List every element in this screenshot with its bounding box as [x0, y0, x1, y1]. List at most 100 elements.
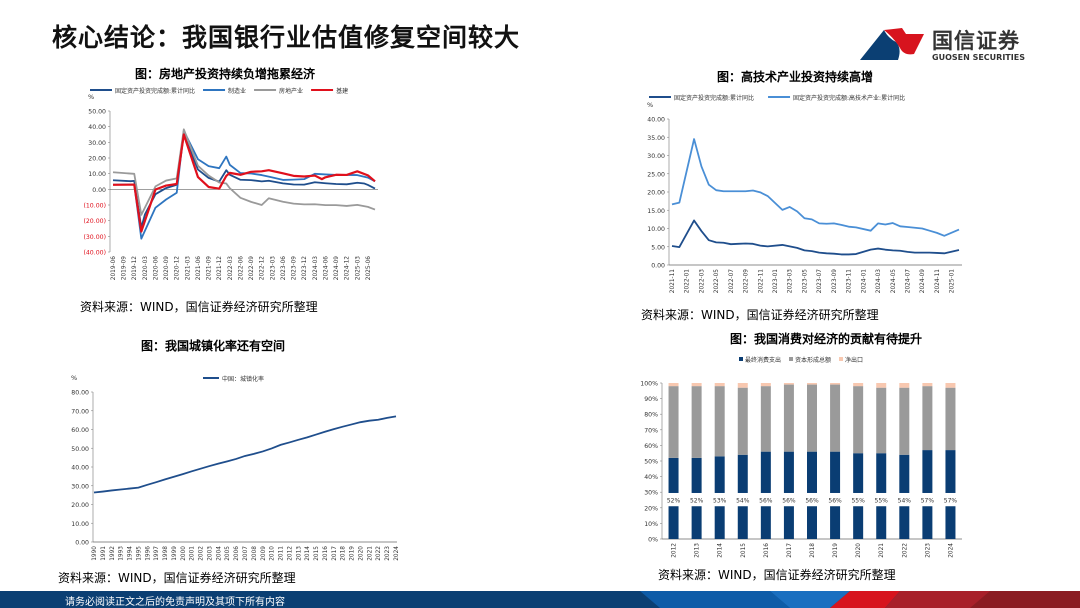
- chart1-ytick-label: (10.00): [83, 203, 106, 210]
- chart4-data-label-bg: [688, 492, 705, 507]
- chart4-data-label: 52%: [667, 497, 681, 504]
- chart2-xtick-label: 2025-01: [950, 269, 956, 294]
- chart2-ytick-label: 0.00: [651, 263, 665, 270]
- chart4-data-label-bg: [711, 492, 728, 507]
- chart4-bar-资本形成总额: [853, 386, 864, 454]
- chart2-xtick-label: 2023-11: [847, 269, 853, 294]
- chart4-bar-净出口: [899, 383, 910, 388]
- chart2-xtick-label: 2023-09: [832, 269, 838, 294]
- chart3-xtick-label: 2013: [296, 546, 302, 561]
- chart1-xtick-label: 2021-06: [196, 256, 202, 281]
- chart3-xtick-label: 2014: [305, 546, 311, 561]
- chart4-xtick-label: 2016: [764, 543, 770, 558]
- chart4-bar-资本形成总额: [899, 387, 910, 455]
- chart4-xtick-label: 2013: [695, 543, 701, 558]
- chart1-xtick-label: 2022-12: [260, 256, 266, 281]
- chart1-xtick-label: 2021-03: [185, 256, 191, 281]
- chart3-xtick-label: 1995: [136, 546, 142, 561]
- chart1-xtick-label: 2019-09: [122, 256, 128, 281]
- chart3-ytick-label: 50.00: [71, 446, 89, 453]
- chart4-ytick-label: 60%: [644, 443, 658, 450]
- chart3-xtick-label: 2021: [367, 546, 373, 561]
- chart1-xtick-label: 2023-09: [292, 256, 298, 281]
- chart4-bar-净出口: [691, 383, 702, 387]
- chart3-ytick-label: 80.00: [71, 390, 89, 397]
- chart3-xtick-label: 2022: [376, 546, 382, 561]
- chart3-xtick-label: 1991: [101, 546, 107, 561]
- chart4-ytick-label: 80%: [644, 412, 658, 419]
- chart2-ytick-label: 30.00: [647, 153, 665, 160]
- chart3-xtick-label: 2024: [394, 546, 400, 561]
- chart3-xtick-label: 2008: [252, 546, 258, 561]
- chart1-legend-label: 基建: [336, 87, 348, 95]
- chart1-legend-label: 房地产业: [279, 87, 303, 95]
- chart4-xtick-label: 2019: [833, 543, 839, 558]
- chart4-ytick-label: 30%: [644, 490, 658, 497]
- chart4-bar-净出口: [714, 383, 725, 387]
- chart4-data-label-bg: [780, 492, 797, 507]
- chart3-xtick-label: 2017: [332, 546, 338, 561]
- chart1-series-line: [112, 133, 376, 233]
- footer-bar: 请务必阅读正文之后的免责声明及其项下所有内容: [0, 591, 1080, 608]
- chart4-ytick-label: 20%: [644, 505, 658, 512]
- chart1-xtick-label: 2023-03: [270, 256, 276, 281]
- chart4-xtick-label: 2015: [741, 543, 747, 558]
- chart4-bar-净出口: [853, 383, 864, 387]
- chart2-ytick-label: 35.00: [647, 135, 665, 142]
- chart2-xtick-label: 2022-07: [729, 269, 735, 294]
- chart1-ytick-label: 20.00: [88, 156, 106, 163]
- chart4-bar-资本形成总额: [737, 387, 748, 455]
- chart4-bar-资本形成总额: [760, 386, 771, 452]
- chart4-xtick-label: 2022: [902, 543, 908, 558]
- chart4-xtick-label: 2020: [856, 543, 862, 558]
- chart3-ytick-label: 10.00: [71, 521, 89, 528]
- chart1-xtick-label: 2024-09: [334, 256, 340, 281]
- chart4-title: 图：我国消费对经济的贡献有待提升: [729, 332, 923, 346]
- chart3-xtick-label: 2002: [199, 546, 205, 561]
- chart4-data-label: 54%: [898, 497, 912, 504]
- chart4-ytick-label: 40%: [644, 474, 658, 481]
- chart3-xtick-label: 2015: [314, 546, 320, 561]
- chart2-xtick-label: 2024-05: [891, 269, 897, 294]
- chart4-bar-资本形成总额: [922, 386, 933, 451]
- chart3-ytick-label: 70.00: [71, 408, 89, 415]
- chart3-title: 图：我国城镇化率还有空间: [140, 339, 286, 353]
- chart3-xtick-label: 2006: [234, 546, 240, 561]
- chart3-xtick-label: 2007: [243, 546, 249, 561]
- chart4-data-label: 55%: [851, 497, 865, 504]
- chart4-data-label-bg: [942, 492, 959, 507]
- chart2-xtick-label: 2024-09: [920, 269, 926, 294]
- chart4-bar-资本形成总额: [945, 387, 956, 451]
- chart2-ytick-label: 10.00: [647, 226, 665, 233]
- chart4-ytick-label: 0%: [648, 537, 658, 544]
- chart1-xtick-label: 2020-03: [143, 256, 149, 281]
- chart2-ytick-label: 5.00: [651, 244, 665, 251]
- chart4-data-label-bg: [734, 492, 751, 507]
- footer-stripes-icon: [640, 591, 1080, 608]
- page-title: 核心结论：我国银行业估值修复空间较大: [52, 23, 521, 52]
- chart4-legend-label: 最终消费支出: [745, 356, 781, 364]
- chart2-xtick-label: 2024-03: [876, 269, 882, 294]
- chart4-data-label-bg: [850, 492, 867, 507]
- chart2-series-line: [671, 219, 960, 256]
- chart1-xtick-label: 2020-06: [153, 256, 159, 281]
- chart4-bar-净出口: [737, 383, 748, 388]
- chart4-bar-资本形成总额: [783, 384, 794, 452]
- chart3-ytick-label: 20.00: [71, 502, 89, 509]
- chart2-xtick-label: 2023-01: [773, 269, 779, 294]
- chart3-xtick-label: 2005: [225, 546, 231, 561]
- chart3-source: 资料来源：WIND，国信证券经济研究所整理: [58, 571, 296, 585]
- chart2-xtick-label: 2024-07: [905, 269, 911, 294]
- logo-subtext: GUOSEN SECURITIES: [932, 53, 1025, 62]
- chart4-bar-净出口: [783, 383, 794, 385]
- chart4-data-label: 52%: [690, 497, 704, 504]
- chart4-bar-资本形成总额: [714, 386, 725, 457]
- chart4-data-label: 55%: [875, 497, 889, 504]
- chart4-xtick-label: 2014: [718, 543, 724, 558]
- chart4-ytick-label: 70%: [644, 427, 658, 434]
- chart3-xtick-label: 2023: [385, 546, 391, 561]
- chart3-series-line: [93, 415, 397, 494]
- chart4-xtick-label: 2024: [948, 543, 954, 558]
- chart4-legend-swatch: [839, 357, 844, 361]
